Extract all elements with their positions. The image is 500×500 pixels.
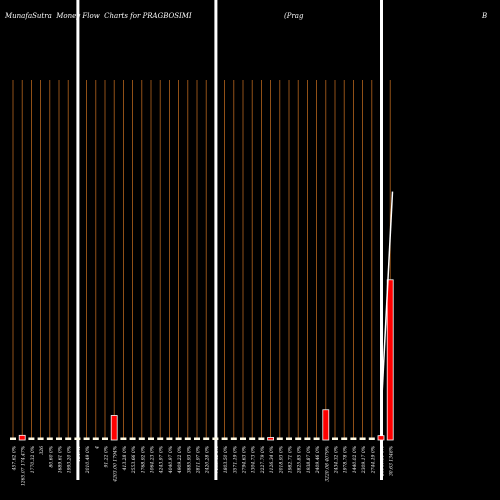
bar [83, 437, 90, 440]
bar [304, 437, 311, 440]
x-tick-label: 2434.32 0% [334, 446, 340, 474]
bar [102, 437, 108, 440]
company-name: (Prag [284, 12, 304, 20]
x-tick-label: 413.28 0% [122, 446, 128, 471]
bar [377, 435, 385, 441]
bar [322, 409, 330, 441]
bar [184, 437, 191, 440]
x-tick-label: 2309.17 0% [361, 446, 367, 474]
bar [148, 437, 154, 440]
x-tick-label: 2227.79 0% [260, 446, 266, 474]
x-tick-label: 30.63 1348% [389, 446, 395, 476]
bar [295, 437, 302, 440]
x-tick-label: 1689.61 0% [58, 446, 64, 473]
grid-lines [12, 80, 391, 440]
bar [386, 279, 394, 441]
x-tick-label: 1770.32 0% [30, 446, 36, 473]
x-tick-label: 1440.02 0% [352, 446, 358, 473]
bar [230, 437, 237, 440]
x-tick-label: 1938.87 0% [306, 446, 312, 473]
x-tick-label: 4040.97 0% [168, 446, 174, 474]
x-tick-label: 1064.23 0% [150, 446, 156, 473]
bar [37, 437, 44, 440]
x-tick-label: 3571.19 0% [232, 446, 238, 473]
bar [175, 437, 182, 440]
bar [368, 437, 375, 440]
bar [157, 437, 164, 440]
bar [359, 437, 366, 440]
bar [313, 437, 320, 440]
bar [56, 437, 62, 440]
x-tick-label: 2811.97 0% [196, 446, 202, 474]
bar [74, 437, 81, 440]
x-tick-label: 2794.63 0% [242, 446, 248, 474]
x-tick-label: 80.60 0% [48, 446, 54, 467]
x-tick-label: 7138.42 0% [214, 446, 220, 473]
x-tick-label: 3885.93 0% [186, 446, 192, 473]
x-tick-label: 2420.28 0% [205, 446, 211, 474]
x-tick-label: 4243.97 0% [159, 446, 165, 474]
x-tick-label: 1126.34 0% [269, 446, 275, 473]
x-tick-labels: 457.62 0% 1265.07 174.47% 1770.32 0% 326 80.… [12, 446, 395, 486]
x-tick-label: 2825.85 0% [297, 446, 303, 474]
bar [129, 437, 136, 440]
bar [350, 437, 357, 440]
x-tick-label: 21540.11 0% [380, 446, 386, 477]
x-tick-label: 1982.71 0% [288, 446, 294, 473]
x-tick-label: 1803.50 0% [223, 446, 229, 473]
bar [332, 437, 338, 440]
x-tick-label: 1265.07 174.47% [21, 446, 27, 486]
bar [46, 437, 53, 440]
bar [276, 437, 283, 440]
x-tick-label: 2744.19 0% [370, 446, 376, 474]
x-tick-label: 4 [94, 446, 100, 450]
bar [267, 437, 275, 441]
x-tick-label: 2010.49 0% [85, 446, 91, 474]
price-line-path [380, 191, 394, 415]
bar [120, 437, 127, 440]
bar [286, 437, 292, 440]
bar [28, 437, 35, 440]
bar [212, 437, 219, 440]
bar [341, 437, 348, 440]
price-line [380, 191, 394, 415]
bar [166, 437, 173, 440]
bar [18, 434, 26, 441]
bar [240, 437, 246, 440]
company-suffix: B [482, 12, 488, 20]
x-tick-label: 91.22 0% [104, 446, 110, 467]
x-tick-label: 326 [39, 446, 45, 455]
bar [203, 437, 210, 440]
x-tick-label: 2018.93 0% [278, 446, 284, 474]
bar [221, 437, 228, 440]
x-tick-label: 2553.66 0% [131, 446, 137, 474]
chart-title: MunafaSutra Money Flow Charts for PRAGBO… [5, 12, 192, 20]
x-tick-label: 3220.08 4079% [324, 446, 330, 482]
x-tick-label: 1304.73 0% [251, 446, 257, 473]
bar [138, 437, 145, 440]
x-tick-label: 1993.20 0% [67, 446, 73, 473]
x-tick-label: 4909.22 0% [177, 446, 183, 474]
x-tick-label: 2409.46 0% [315, 446, 321, 474]
x-tick-label: 1247.4 [76, 446, 82, 462]
bars [10, 279, 394, 441]
bar [92, 437, 99, 440]
x-tick-label: 457.62 0% [12, 446, 18, 471]
bar [65, 437, 72, 440]
bar [194, 437, 200, 440]
x-tick-label: 4203.00 1794% [113, 446, 119, 483]
x-tick-label: 1978.78 0% [343, 446, 349, 473]
bar [110, 415, 118, 441]
bar [258, 437, 265, 440]
bar [249, 437, 256, 440]
bar [10, 437, 16, 440]
x-tick-label: 1768.92 0% [140, 446, 146, 473]
